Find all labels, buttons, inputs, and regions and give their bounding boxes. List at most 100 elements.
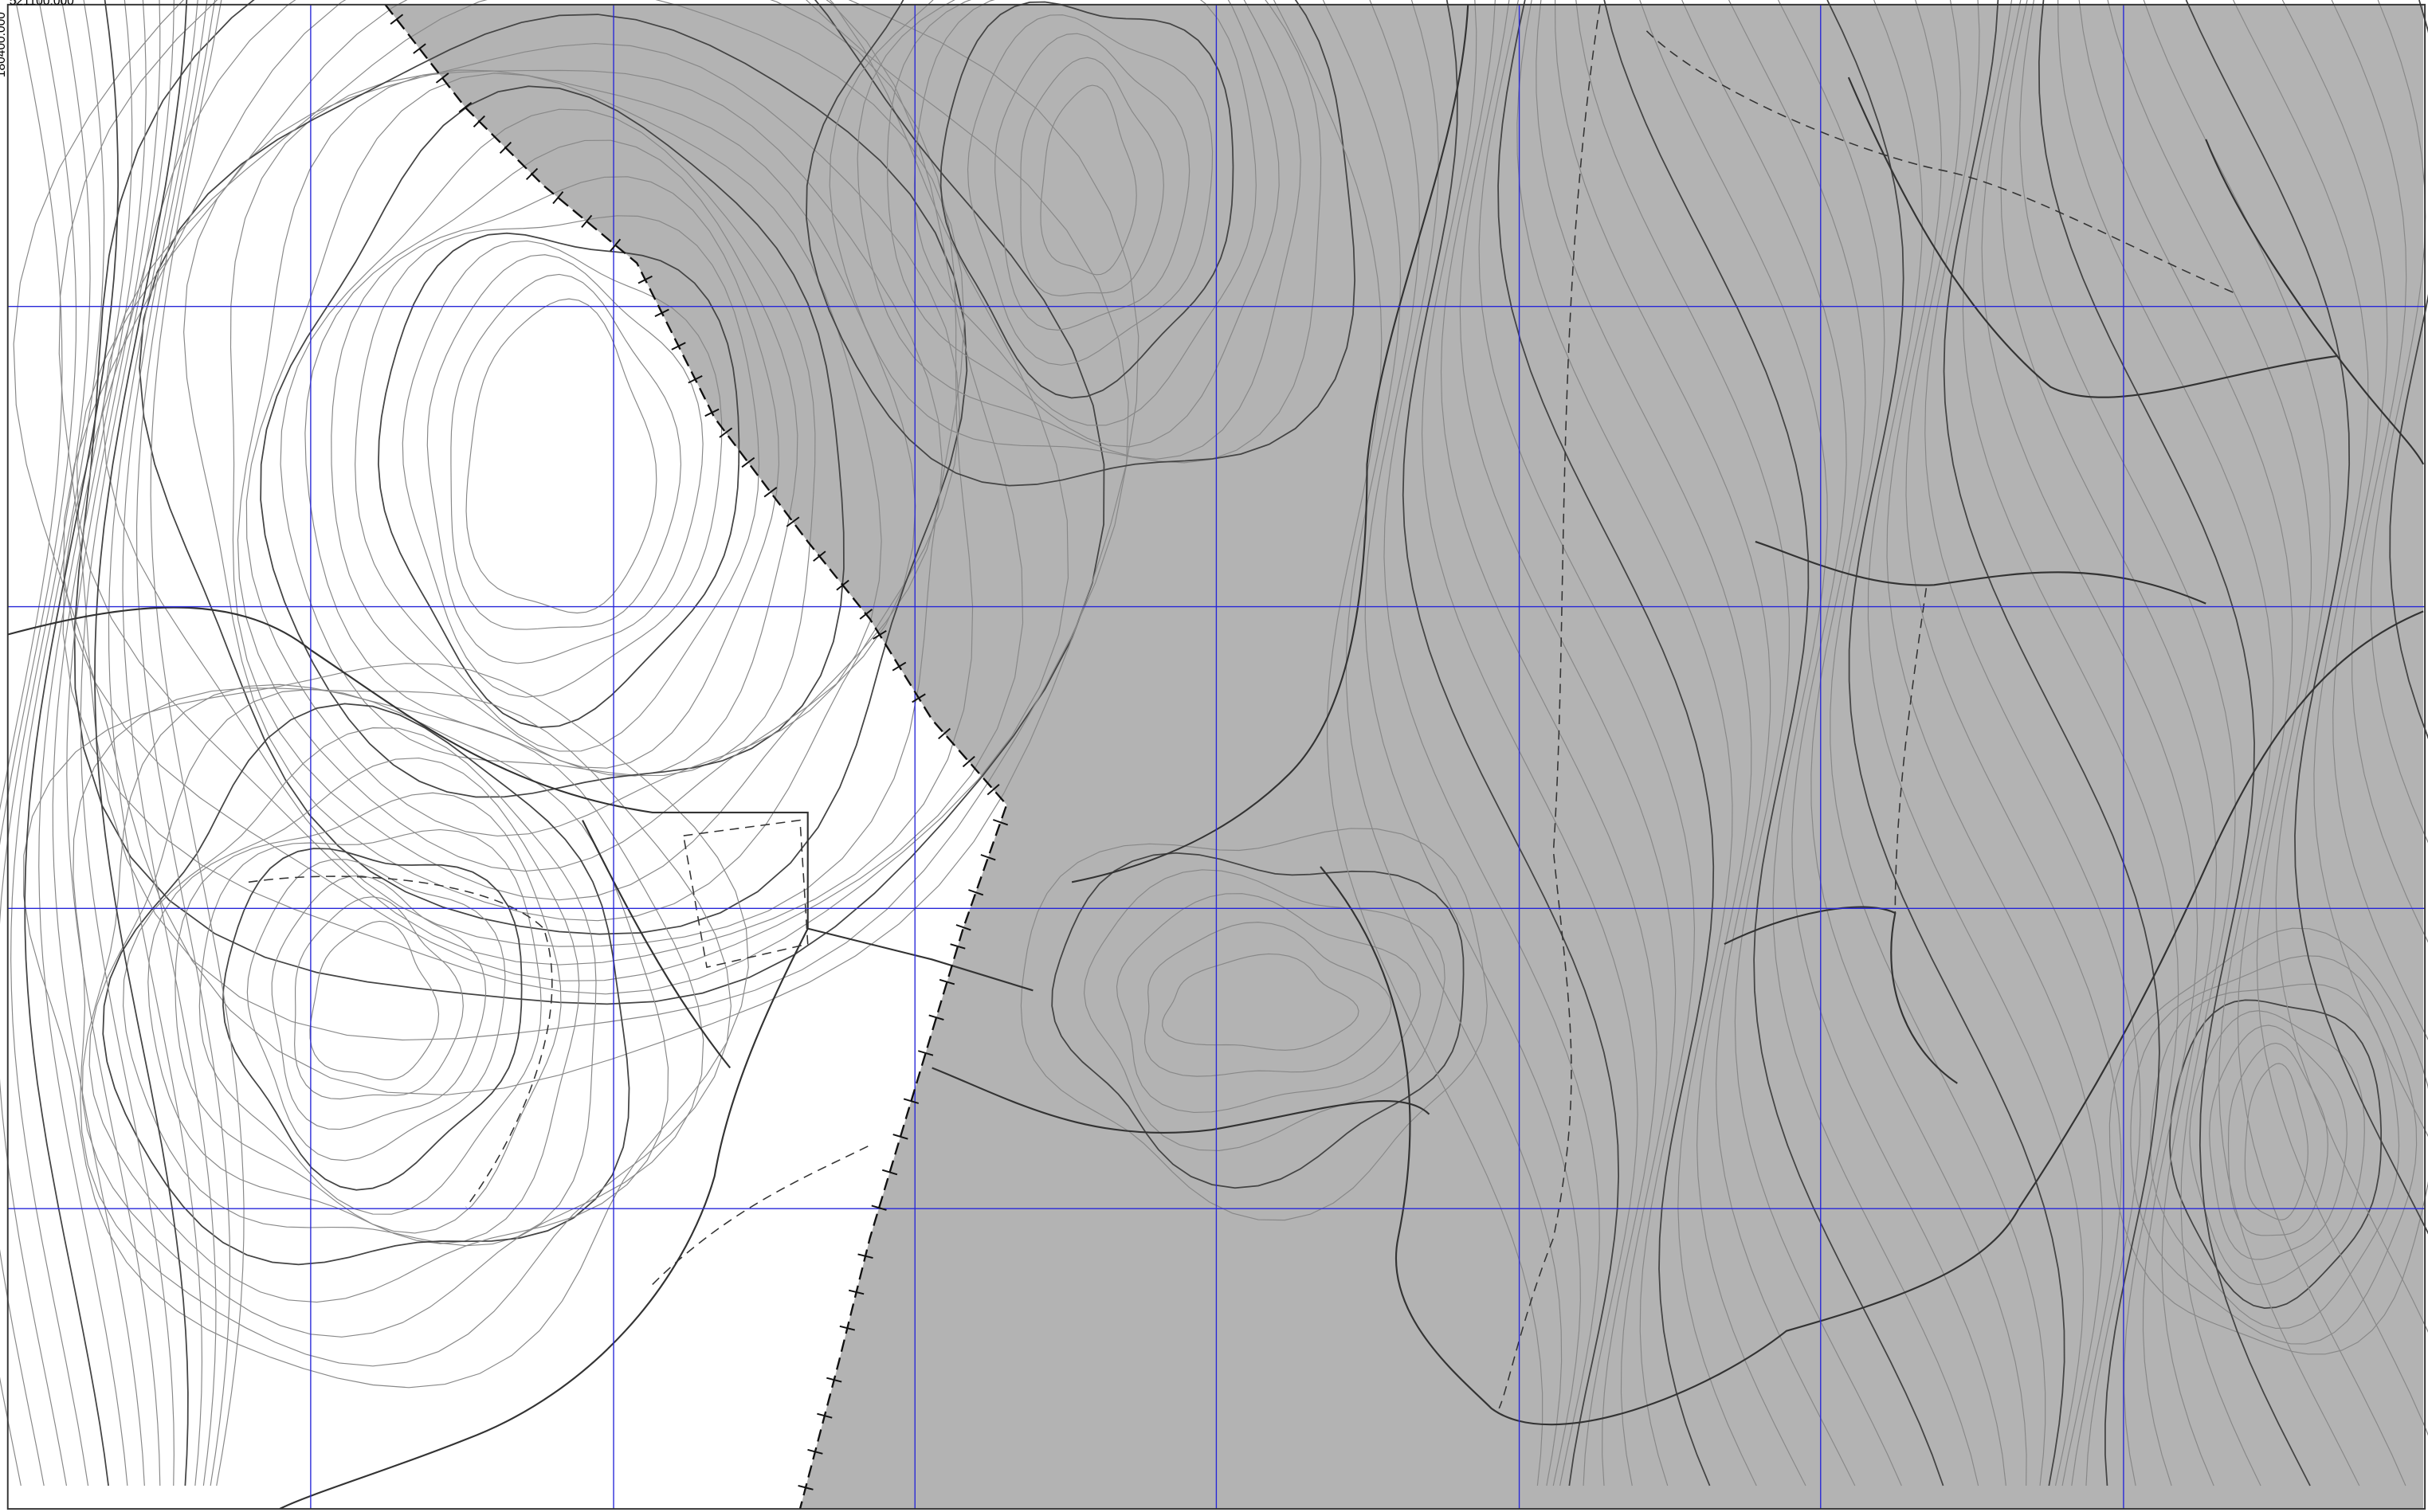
contour xyxy=(1143,922,1392,1077)
contour xyxy=(994,33,1190,331)
boundary-tick xyxy=(873,630,887,640)
boundary-tick xyxy=(938,727,951,740)
contour xyxy=(294,896,464,1100)
contour xyxy=(88,688,669,1303)
boundary-tick xyxy=(763,487,778,498)
boundary-tick xyxy=(719,427,733,438)
boundary-tick xyxy=(968,889,984,896)
contour xyxy=(1440,0,1657,1487)
contour xyxy=(402,240,723,698)
contour xyxy=(1826,0,2065,1487)
boundary-tick xyxy=(986,784,1000,796)
contour xyxy=(1051,852,1465,1189)
boundary-tick xyxy=(654,308,669,318)
contour xyxy=(1924,0,2141,1487)
contour xyxy=(2244,1063,2308,1220)
contour xyxy=(150,0,245,1487)
contour xyxy=(1273,0,1543,1487)
contour xyxy=(2150,983,2400,1329)
contour xyxy=(24,0,120,1487)
contour xyxy=(66,0,161,1486)
contour xyxy=(1020,828,1488,1221)
contour xyxy=(2107,0,2428,1436)
contour xyxy=(309,920,440,1080)
contour xyxy=(1681,0,2006,1487)
contour xyxy=(147,757,580,1244)
boundary xyxy=(384,4,1009,1510)
boundary-tick xyxy=(688,375,703,384)
boundary-tick xyxy=(786,516,800,527)
boundary-tick xyxy=(741,456,755,468)
contour xyxy=(1555,0,1856,1487)
contour xyxy=(1497,0,1715,1487)
contour xyxy=(0,0,91,1487)
contour xyxy=(183,43,961,922)
contour xyxy=(886,0,1280,448)
boundary-tick xyxy=(903,1098,920,1104)
contour xyxy=(1116,893,1422,1113)
contour xyxy=(2078,0,2406,1487)
contour xyxy=(1728,0,2027,1486)
contour xyxy=(1421,0,1638,1487)
contour xyxy=(1575,0,1902,1487)
contour xyxy=(1161,953,1359,1051)
contour xyxy=(1322,0,1563,1487)
contour xyxy=(246,859,506,1161)
boundary-tick xyxy=(962,755,975,768)
roads xyxy=(7,4,2425,1510)
boundary-tick xyxy=(499,141,512,154)
contour xyxy=(2143,0,2428,1333)
contour xyxy=(1639,0,1979,1487)
boundary-tick xyxy=(390,14,404,25)
contour xyxy=(1867,0,2085,1487)
contour xyxy=(1516,0,1757,1487)
contour xyxy=(260,85,845,798)
contour xyxy=(108,0,203,1487)
contour xyxy=(1402,0,1620,1487)
contour xyxy=(1981,0,2199,1487)
boundary-tick xyxy=(798,1484,814,1490)
contour xyxy=(73,0,1105,1005)
contour xyxy=(2233,0,2428,1138)
contour xyxy=(2000,0,2218,1487)
contour xyxy=(122,0,217,1487)
contour xyxy=(2185,0,2428,1235)
contour xyxy=(2189,1010,2365,1286)
contour xyxy=(2057,0,2360,1487)
contour xyxy=(2281,0,2428,1040)
contour xyxy=(245,72,882,837)
northing-label: 180400.000 xyxy=(0,12,8,77)
boundary-tick xyxy=(917,1050,934,1056)
boundary-tick xyxy=(813,550,826,562)
contour xyxy=(1905,0,2122,1487)
contour xyxy=(52,0,147,1487)
boundary-tick xyxy=(836,579,849,591)
boundary-tick xyxy=(610,238,622,252)
contour xyxy=(1459,0,1677,1487)
boundary-tick xyxy=(859,609,873,620)
contour xyxy=(222,848,523,1191)
boundary-tick xyxy=(458,102,473,113)
contour xyxy=(102,703,630,1266)
contour xyxy=(2227,1042,2328,1236)
boundary-tick xyxy=(839,1325,856,1331)
contour xyxy=(81,684,704,1338)
boundary-tick xyxy=(871,1205,887,1211)
boundary-tick xyxy=(637,275,653,284)
boundary-tick xyxy=(881,1169,898,1176)
easting-label: 521100.000 xyxy=(10,0,74,8)
boundary-tick xyxy=(435,72,449,84)
contour xyxy=(1603,0,1944,1487)
contour xyxy=(2019,0,2261,1487)
boundary-tick xyxy=(928,1014,944,1020)
boundary-tick xyxy=(892,661,907,672)
contour xyxy=(806,0,1355,487)
contour xyxy=(1364,0,1581,1487)
grid xyxy=(7,4,2426,1510)
contour xyxy=(426,254,704,664)
map-frame xyxy=(6,3,2426,1510)
boundary-tick xyxy=(992,819,1009,826)
boundary-tick xyxy=(817,1412,833,1419)
boundary-tick xyxy=(552,190,564,205)
